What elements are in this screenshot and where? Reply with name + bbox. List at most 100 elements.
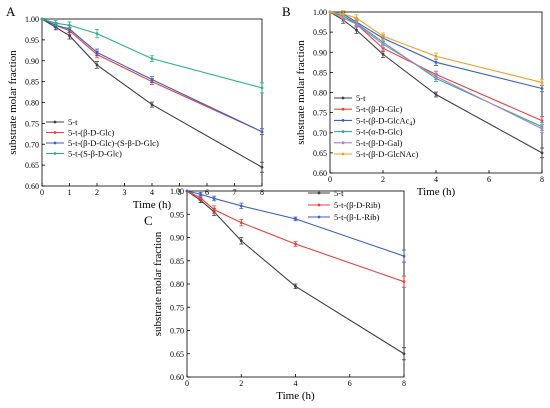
y-tick-label: 0.75 [313, 109, 327, 118]
data-point [68, 23, 71, 27]
data-point [381, 52, 385, 56]
series-line [41, 18, 263, 89]
x-tick-label: 2 [381, 175, 385, 184]
legend-swatch-marker [341, 141, 345, 145]
x-axis-title: Time (h) [417, 186, 456, 198]
y-tick-label: 1.00 [313, 8, 327, 17]
y-tick-label: 0.60 [25, 182, 39, 191]
data-point [540, 81, 544, 84]
data-point [260, 165, 264, 169]
x-tick-label: 7 [233, 188, 237, 197]
y-tick-label: 1.00 [25, 15, 39, 24]
y-tick-label: 0.95 [170, 210, 184, 219]
legend-label: 5-t [356, 93, 366, 103]
legend-swatch-marker [341, 119, 345, 122]
data-point [260, 130, 264, 134]
y-tick-label: 0.75 [170, 303, 184, 312]
data-point [212, 197, 216, 200]
x-tick-label: 3 [123, 188, 127, 197]
chart-panel-B: B 0 2 4 6 8 0.60 0.65 0.70 0.75 0.80 0.85 0.90 0.95 1.… [282, 4, 544, 198]
data-point [355, 22, 358, 26]
series-3 [40, 17, 264, 94]
legend-label: 5-t-(β-D-Rib) [334, 200, 381, 210]
legend-swatch-marker [53, 131, 57, 134]
y-tick-label: 0.70 [313, 129, 327, 138]
x-tick-label: 6 [487, 175, 491, 184]
data-point [434, 93, 438, 96]
data-point [434, 60, 438, 64]
y-tick-label: 0.65 [25, 161, 39, 170]
x-tick-label: 2 [95, 188, 99, 197]
y-tick-label: 0.95 [313, 28, 327, 37]
data-point [54, 21, 58, 25]
x-axis-title: Time (h) [133, 199, 172, 211]
y-tick-label: 0.85 [313, 68, 327, 77]
y-axis-title: substrate molar fraction [152, 231, 164, 336]
data-point [402, 352, 406, 356]
legend-label: 5-t-(β-D-Gal) [356, 138, 403, 148]
legend-label: 5-t [334, 188, 344, 198]
y-tick-label: 0.90 [25, 57, 39, 66]
x-tick-label: 4 [150, 188, 154, 197]
y-tick-label: 0.75 [25, 119, 39, 128]
data-point [185, 189, 189, 193]
data-point [402, 280, 406, 284]
x-tick-label: 4 [294, 379, 298, 388]
data-point [540, 127, 544, 131]
series-5 [328, 10, 544, 87]
data-point [434, 54, 438, 58]
series-line [329, 11, 543, 130]
legend-label: 5-t-(α-D-Glc) [356, 127, 403, 137]
series-line [186, 190, 405, 283]
y-tick-label: 0.65 [313, 149, 327, 158]
legend-swatch-marker [341, 152, 345, 156]
data-point [40, 17, 44, 21]
series-line [329, 11, 543, 154]
data-point [540, 87, 544, 90]
x-tick-label: 1 [68, 188, 72, 197]
data-point [95, 63, 99, 67]
legend-swatch-marker [341, 107, 345, 111]
y-axis-title: substrate molar fraction [295, 40, 307, 145]
data-point [212, 208, 216, 212]
legend-label: 5-t-(β-D-Glc)-(S-β-D-Glc) [68, 138, 159, 148]
legend-swatch-marker [341, 130, 345, 134]
y-tick-label: 0.60 [170, 373, 184, 382]
x-tick-label: 6 [205, 188, 209, 197]
x-tick-label: 8 [402, 379, 406, 388]
y-tick-label: 0.80 [25, 99, 39, 108]
data-point [199, 192, 202, 196]
y-tick-label: 1.00 [170, 187, 184, 196]
series-2 [185, 189, 406, 263]
x-tick-label: 0 [185, 379, 189, 388]
x-tick-label: 8 [540, 175, 544, 184]
data-point [150, 103, 154, 106]
legend: 5-t5-t-(β-D-Glc)5-t-(β-D-Glc)-(S-β-D-Glc… [46, 117, 159, 159]
legend-label: 5-t-(S-β-D-Glc) [68, 149, 122, 159]
y-tick-label: 0.85 [170, 257, 184, 266]
legend-swatch-marker [53, 152, 57, 155]
y-tick-label: 0.85 [25, 78, 39, 87]
legend-swatch-marker [317, 215, 321, 219]
data-point [68, 34, 71, 38]
data-point [294, 242, 297, 246]
legend-label: 5-t-(β-D-GlcAc4) [356, 115, 415, 127]
legend-label: 5-t-(β-L-Rib) [334, 212, 380, 222]
legend-label: 5-t-(β-D-Glc) [356, 104, 403, 114]
data-point [239, 239, 243, 243]
y-tick-label: 0.90 [170, 234, 184, 243]
chart-panel-C: C 0 2 4 6 8 0.60 0.65 0.70 0.75 0.80 0.85 0.90 0.95 1.… [144, 187, 406, 402]
y-tick-label: 0.80 [170, 280, 184, 289]
series-line [41, 18, 263, 168]
y-tick-label: 0.70 [25, 140, 39, 149]
legend: 5-t 5-t-(β-D-Rib) 5-t-(β-L-Rib) [308, 188, 381, 222]
x-tick-label: 0 [40, 188, 44, 197]
legend-label: 5-t [68, 117, 78, 127]
panel-label: A [6, 4, 16, 19]
data-point [239, 204, 243, 208]
x-tick-label: 8 [260, 188, 264, 197]
y-tick-label: 0.65 [170, 350, 184, 359]
legend-swatch-marker [317, 203, 321, 207]
data-point [402, 254, 406, 258]
